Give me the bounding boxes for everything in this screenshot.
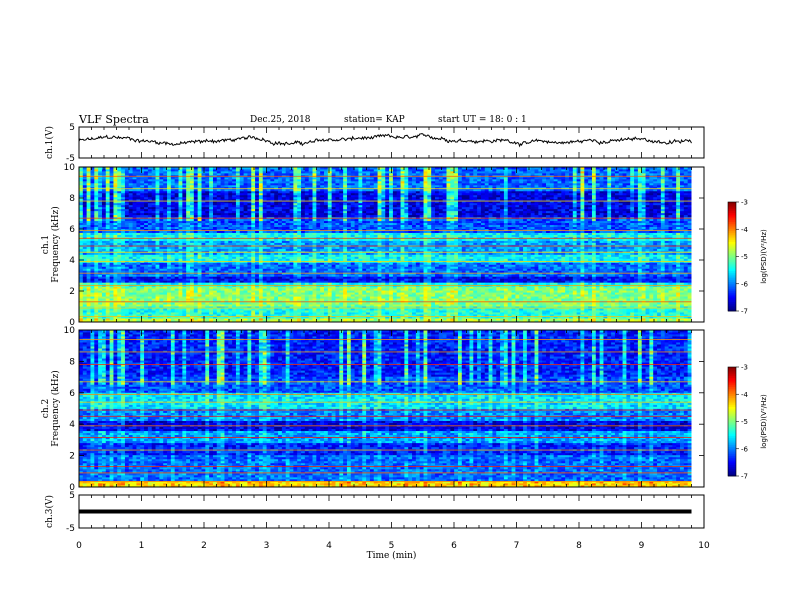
ch1-voltage-trace bbox=[79, 134, 692, 147]
ch1-voltage-ylabel: ch.1(V) bbox=[44, 126, 55, 159]
ch1-voltage-ytick-label: 5 bbox=[69, 123, 75, 133]
ch1-spectrogram-cells bbox=[79, 167, 692, 322]
ch1-voltage-panel: 5-5ch.1(V) bbox=[44, 123, 704, 164]
